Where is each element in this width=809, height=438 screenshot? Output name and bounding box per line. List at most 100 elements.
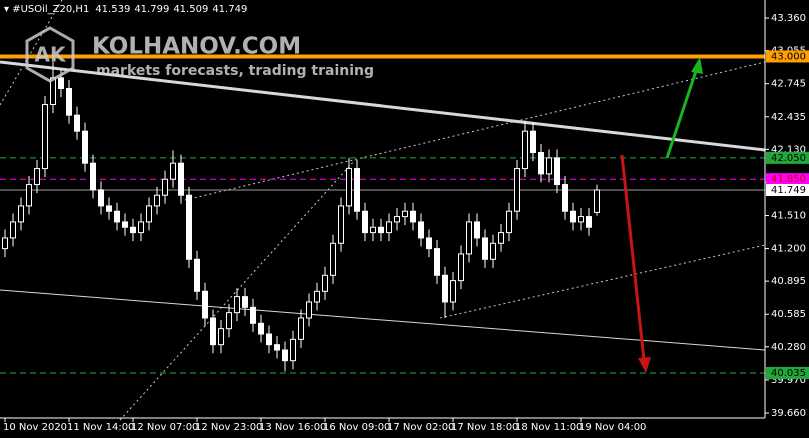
candle-body [202, 290, 208, 319]
candle-body [250, 306, 256, 324]
candle-body [490, 242, 496, 260]
candle-body [298, 317, 304, 340]
x-tick-label: 10 Nov 2020 [3, 422, 67, 433]
level-label: 40.035 [771, 368, 806, 379]
candle-body [154, 194, 160, 207]
y-tick-label: 42.745 [771, 79, 806, 90]
y-tick-label: 39.970 [771, 375, 806, 386]
candle-body [122, 221, 128, 228]
x-tick-label: 19 Nov 04:00 [579, 422, 646, 433]
level-label: 41.850 [771, 174, 806, 185]
candle-body [34, 168, 40, 186]
ohlc-open: 41.539 [95, 4, 130, 15]
candle-body [226, 312, 232, 330]
candle-body [10, 221, 16, 239]
y-tick-label: 40.280 [771, 342, 806, 353]
chart-title: ▾ #USOil_Z20,H1 41.539 41.799 41.509 41.749 [4, 4, 247, 15]
level-box [766, 366, 809, 379]
candle-body [442, 274, 448, 303]
watermark: AK KOLHANOV.COM markets forecasts, tradi… [25, 26, 374, 83]
level-box [766, 151, 809, 164]
candle-body [98, 189, 104, 207]
candle-body [354, 168, 360, 212]
arrow-head [691, 57, 703, 74]
arrow-head [638, 357, 651, 373]
candle-body [394, 216, 400, 223]
candle-body [330, 242, 336, 276]
y-tick-label: 39.660 [771, 408, 806, 419]
candle-body [450, 280, 456, 303]
candle-body [338, 205, 344, 244]
candle-body [138, 221, 144, 234]
price-label: 41.749 [771, 185, 806, 196]
logo-text: AK [35, 43, 67, 67]
candle-body [402, 210, 408, 218]
candle-body [194, 258, 200, 292]
candle-body [146, 205, 152, 223]
candle-body [578, 216, 584, 223]
level-box [766, 50, 809, 63]
x-tick-label: 12 Nov 07:00 [131, 422, 198, 433]
candle-body [426, 237, 432, 250]
candle-body [370, 226, 376, 234]
price-box [766, 184, 809, 196]
trend-line [439, 244, 766, 319]
level-label: 43.000 [771, 51, 806, 62]
candle-body [210, 317, 216, 346]
candle-body [546, 157, 552, 175]
candle-body [82, 130, 88, 164]
candle-body [26, 184, 32, 207]
candle-body [306, 301, 312, 319]
candle-body [530, 130, 536, 154]
y-tick-label: 40.895 [771, 276, 806, 287]
tagline: markets forecasts, trading training [96, 63, 374, 79]
candle-body [242, 296, 248, 308]
level-box [766, 173, 809, 186]
arrow-up [665, 67, 699, 159]
candle-body [322, 274, 328, 292]
candle-body [170, 162, 176, 180]
candle-body [418, 221, 424, 239]
candle-body [538, 152, 544, 175]
axis-labels: 43.36043.05542.74542.43542.13041.82041.5… [3, 13, 809, 433]
candle-body [114, 210, 120, 223]
candle-body [282, 349, 288, 362]
candles [2, 61, 600, 372]
arrow-down [620, 154, 646, 361]
x-tick-label: 17 Nov 02:00 [387, 422, 454, 433]
site-name: KOLHANOV.COM [92, 34, 301, 60]
y-tick-label: 43.360 [771, 13, 806, 24]
ohlc-close: 41.749 [212, 4, 247, 15]
x-tick-label: 18 Nov 11:00 [515, 422, 582, 433]
candle-body [386, 221, 392, 234]
candle-body [162, 178, 168, 196]
menu-icon: ▾ [4, 4, 12, 15]
arrows [620, 57, 703, 373]
candle-body [2, 237, 8, 250]
candle-body [314, 290, 320, 303]
candle-body [42, 104, 48, 170]
candle-body [586, 216, 592, 228]
trend-line [0, 0, 63, 106]
candle-body [514, 168, 520, 212]
candle-body [554, 157, 560, 186]
candle-body [482, 237, 488, 260]
candle-body [346, 168, 352, 207]
candle-body [434, 248, 440, 276]
symbol: #USOil_Z20,H1 [12, 4, 89, 15]
levels [0, 54, 765, 374]
candle-body [234, 296, 240, 314]
candle-body [90, 162, 96, 191]
candle-body [506, 210, 512, 234]
candle-body [186, 194, 192, 260]
x-tick-label: 12 Nov 23:00 [195, 422, 262, 433]
candle-body [474, 221, 480, 239]
candle-body [466, 221, 472, 255]
candle-body [66, 87, 72, 116]
candle-body [274, 344, 280, 351]
trend-line [184, 61, 766, 201]
candle-body [522, 130, 528, 170]
candle-body [410, 210, 416, 223]
y-tick-label: 41.200 [771, 244, 806, 255]
